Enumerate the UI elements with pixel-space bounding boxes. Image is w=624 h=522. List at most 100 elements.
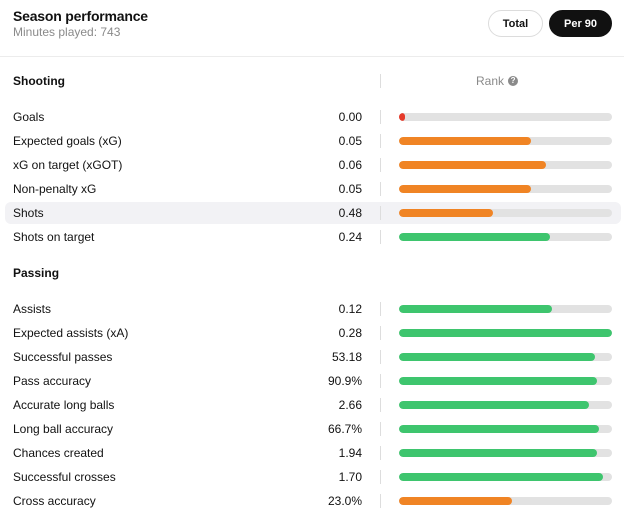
stat-row[interactable]: Chances created 1.94: [5, 442, 621, 464]
rank-bar-track: [399, 497, 612, 505]
stat-row[interactable]: Expected assists (xA) 0.28: [5, 322, 621, 344]
rank-bar-track: [399, 305, 612, 313]
stat-value: 0.00: [338, 110, 362, 124]
column-divider: [380, 374, 381, 388]
rank-bar-fill: [399, 401, 589, 409]
stat-label: Expected goals (xG): [13, 134, 122, 148]
stat-value: 0.06: [338, 158, 362, 172]
stat-row[interactable]: Successful crosses 1.70: [5, 466, 621, 488]
stat-label: Cross accuracy: [13, 494, 96, 508]
rank-bar-fill: [399, 185, 531, 193]
rank-bar-track: [399, 401, 612, 409]
stat-row[interactable]: Shots on target 0.24: [5, 226, 621, 248]
rank-bar-fill: [399, 329, 612, 337]
stat-value: 0.05: [338, 134, 362, 148]
column-divider: [380, 110, 381, 124]
column-divider: [380, 206, 381, 220]
stat-value: 0.28: [338, 326, 362, 340]
stat-row[interactable]: Goals 0.00: [5, 106, 621, 128]
column-divider: [380, 134, 381, 148]
stat-value: 1.70: [338, 470, 362, 484]
column-divider: [380, 74, 381, 88]
rank-bar-fill: [399, 377, 597, 385]
rank-column-header[interactable]: Rank ?: [476, 74, 519, 88]
stat-value: 66.7%: [327, 422, 362, 436]
rank-bar-fill: [399, 305, 552, 313]
stat-row[interactable]: Non-penalty xG 0.05: [5, 178, 621, 200]
stat-row[interactable]: Successful passes 53.18: [5, 346, 621, 368]
stat-value: 0.24: [338, 230, 362, 244]
rank-bar-track: [399, 329, 612, 337]
stat-label: Shots on target: [13, 230, 95, 244]
column-divider: [380, 470, 381, 484]
stat-label: Accurate long balls: [13, 398, 115, 412]
stat-label: Expected assists (xA): [13, 326, 129, 340]
stat-label: Successful passes: [13, 350, 113, 364]
column-divider: [380, 158, 381, 172]
stat-value: 0.05: [338, 182, 362, 196]
stat-row[interactable]: Cross accuracy 23.0%: [5, 490, 621, 512]
stat-row[interactable]: Expected goals (xG) 0.05: [5, 130, 621, 152]
column-divider: [380, 302, 381, 316]
stat-label: xG on target (xGOT): [13, 158, 123, 172]
stat-label: Successful crosses: [13, 470, 116, 484]
rank-bar-track: [399, 449, 612, 457]
rank-bar-fill: [399, 161, 546, 169]
rank-bar-track: [399, 233, 612, 241]
rank-bar-fill: [399, 473, 603, 481]
rank-bar-track: [399, 473, 612, 481]
rank-bar-fill: [399, 497, 512, 505]
stat-row[interactable]: Assists 0.12: [5, 298, 621, 320]
rank-bar-fill: [399, 113, 405, 121]
stat-label: Shots: [13, 206, 44, 220]
stat-row[interactable]: xG on target (xGOT) 0.06: [5, 154, 621, 176]
rank-bar-fill: [399, 209, 493, 217]
stat-value: 1.94: [338, 446, 362, 460]
column-divider: [380, 446, 381, 460]
column-divider: [380, 230, 381, 244]
rank-bar-track: [399, 353, 612, 361]
stat-value: 0.48: [338, 206, 362, 220]
stat-label: Chances created: [13, 446, 104, 460]
page-title: Season performance: [13, 8, 148, 24]
info-icon[interactable]: ?: [508, 76, 519, 86]
stat-label: Assists: [13, 302, 52, 316]
column-divider: [380, 398, 381, 412]
stat-row[interactable]: Shots 0.48: [5, 202, 621, 224]
rank-bar-track: [399, 161, 612, 169]
stat-row[interactable]: Long ball accuracy 66.7%: [5, 418, 621, 440]
stat-label: Pass accuracy: [13, 374, 92, 388]
stat-row[interactable]: Pass accuracy 90.9%: [5, 370, 621, 392]
column-divider: [380, 422, 381, 436]
stat-label: Goals: [13, 110, 45, 124]
rank-bar-fill: [399, 353, 595, 361]
rank-bar-track: [399, 113, 612, 121]
stats-header: Season performance Minutes played: 743 T…: [0, 0, 624, 57]
section-title-shooting: Shooting: [13, 74, 65, 88]
rank-bar-fill: [399, 233, 550, 241]
stat-value: 53.18: [331, 350, 362, 364]
stat-value: 2.66: [338, 398, 362, 412]
column-divider: [380, 326, 381, 340]
rank-bar-fill: [399, 425, 599, 433]
stat-label: Non-penalty xG: [13, 182, 97, 196]
rank-bar-track: [399, 377, 612, 385]
column-divider: [380, 350, 381, 364]
rank-label: Rank: [476, 74, 505, 88]
section-title-passing: Passing: [13, 266, 60, 280]
rank-bar-track: [399, 209, 612, 217]
rank-bar-track: [399, 185, 612, 193]
per90-toggle-button[interactable]: Per 90: [549, 10, 612, 37]
stat-value: 23.0%: [327, 494, 362, 508]
column-divider: [380, 494, 381, 508]
stat-label: Long ball accuracy: [13, 422, 114, 436]
stat-value: 90.9%: [327, 374, 362, 388]
rank-bar-fill: [399, 449, 597, 457]
total-toggle-button[interactable]: Total: [488, 10, 543, 37]
column-divider: [380, 182, 381, 196]
stat-row[interactable]: Accurate long balls 2.66: [5, 394, 621, 416]
minutes-played-label: Minutes played: 743: [13, 25, 121, 39]
rank-bar-track: [399, 425, 612, 433]
stat-value: 0.12: [338, 302, 362, 316]
rank-bar-fill: [399, 137, 531, 145]
